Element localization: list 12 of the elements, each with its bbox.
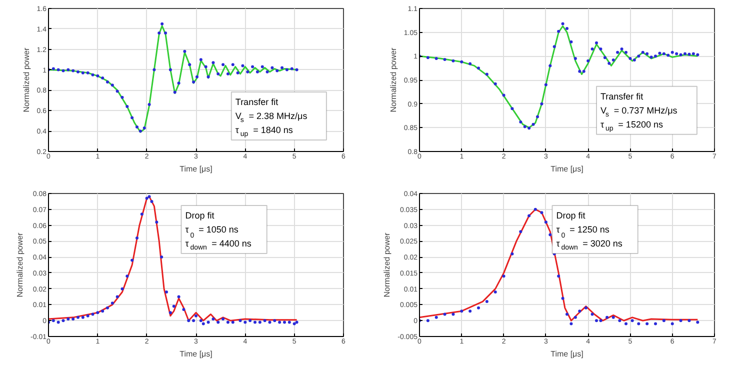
y-axis-title: Normalized power <box>16 232 25 298</box>
annotation: Transfer fit <box>600 91 644 102</box>
annotation: Drop fit <box>185 210 215 221</box>
y-axis-title: Normalized power <box>22 47 31 112</box>
annotation: Drop fit <box>556 210 586 221</box>
x-axis-title: Time [μs] <box>550 164 584 174</box>
x-axis-title: Time [μs] <box>180 350 212 358</box>
y-axis-title: Normalized power <box>382 232 392 298</box>
x-axis-title: Time [μs] <box>180 164 212 174</box>
x-axis-title: Time [μs] <box>550 350 584 358</box>
annotation: Transfer fit <box>235 97 279 108</box>
y-axis-title: Normalized power <box>388 47 398 112</box>
